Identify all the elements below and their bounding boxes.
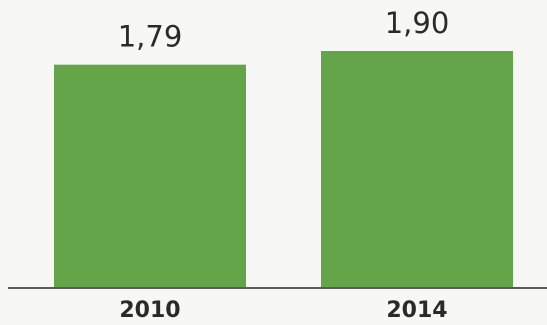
category-label-2010: 2010 bbox=[119, 298, 180, 321]
category-label-2014: 2014 bbox=[386, 298, 447, 321]
category-labels-group: 2010 2014 bbox=[119, 298, 447, 323]
value-labels-group: 1,79 1,90 bbox=[118, 6, 450, 54]
bars-group bbox=[54, 51, 513, 288]
bar-2010 bbox=[54, 64, 246, 288]
value-label-2014: 1,90 bbox=[385, 6, 450, 40]
bar-2014 bbox=[321, 51, 513, 287]
value-label-2010: 1,79 bbox=[118, 20, 183, 54]
